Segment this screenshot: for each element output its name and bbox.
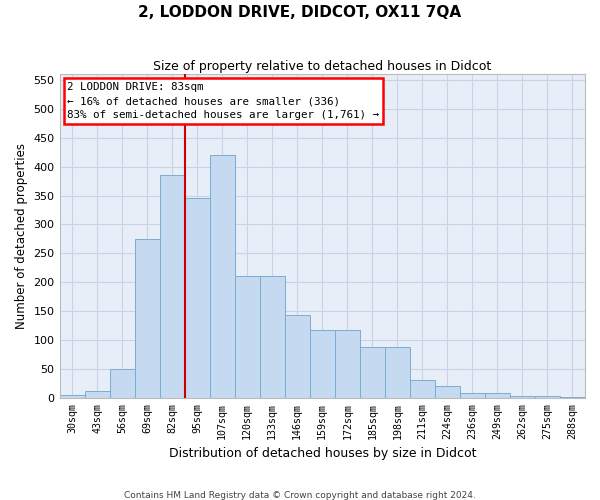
Bar xyxy=(209,155,235,398)
Bar xyxy=(485,393,510,398)
Bar xyxy=(260,276,285,398)
Title: Size of property relative to detached houses in Didcot: Size of property relative to detached ho… xyxy=(153,60,491,73)
Bar xyxy=(385,347,410,398)
Bar xyxy=(410,380,435,398)
Text: Contains HM Land Registry data © Crown copyright and database right 2024.: Contains HM Land Registry data © Crown c… xyxy=(124,490,476,500)
Text: 2 LODDON DRIVE: 83sqm
← 16% of detached houses are smaller (336)
83% of semi-det: 2 LODDON DRIVE: 83sqm ← 16% of detached … xyxy=(67,82,379,120)
Bar xyxy=(185,198,209,398)
Bar xyxy=(134,239,160,398)
Bar xyxy=(310,330,335,398)
Bar xyxy=(535,396,560,398)
Text: 2, LODDON DRIVE, DIDCOT, OX11 7QA: 2, LODDON DRIVE, DIDCOT, OX11 7QA xyxy=(139,5,461,20)
Bar xyxy=(235,276,260,398)
Bar xyxy=(510,396,535,398)
X-axis label: Distribution of detached houses by size in Didcot: Distribution of detached houses by size … xyxy=(169,447,476,460)
Bar xyxy=(460,393,485,398)
Bar xyxy=(435,386,460,398)
Y-axis label: Number of detached properties: Number of detached properties xyxy=(15,143,28,329)
Bar xyxy=(560,396,585,398)
Bar xyxy=(360,347,385,398)
Bar xyxy=(335,330,360,398)
Bar xyxy=(285,315,310,398)
Bar xyxy=(110,369,134,398)
Bar xyxy=(160,176,185,398)
Bar xyxy=(59,395,85,398)
Bar xyxy=(85,391,110,398)
